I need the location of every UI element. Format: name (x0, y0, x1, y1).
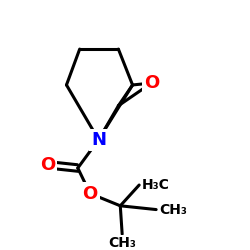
Text: CH₃: CH₃ (159, 202, 187, 216)
Text: O: O (40, 156, 55, 174)
Text: N: N (91, 131, 106, 149)
Text: H₃C: H₃C (142, 178, 170, 192)
Text: CH₃: CH₃ (108, 236, 136, 250)
Text: O: O (82, 184, 98, 202)
Text: O: O (144, 74, 159, 92)
